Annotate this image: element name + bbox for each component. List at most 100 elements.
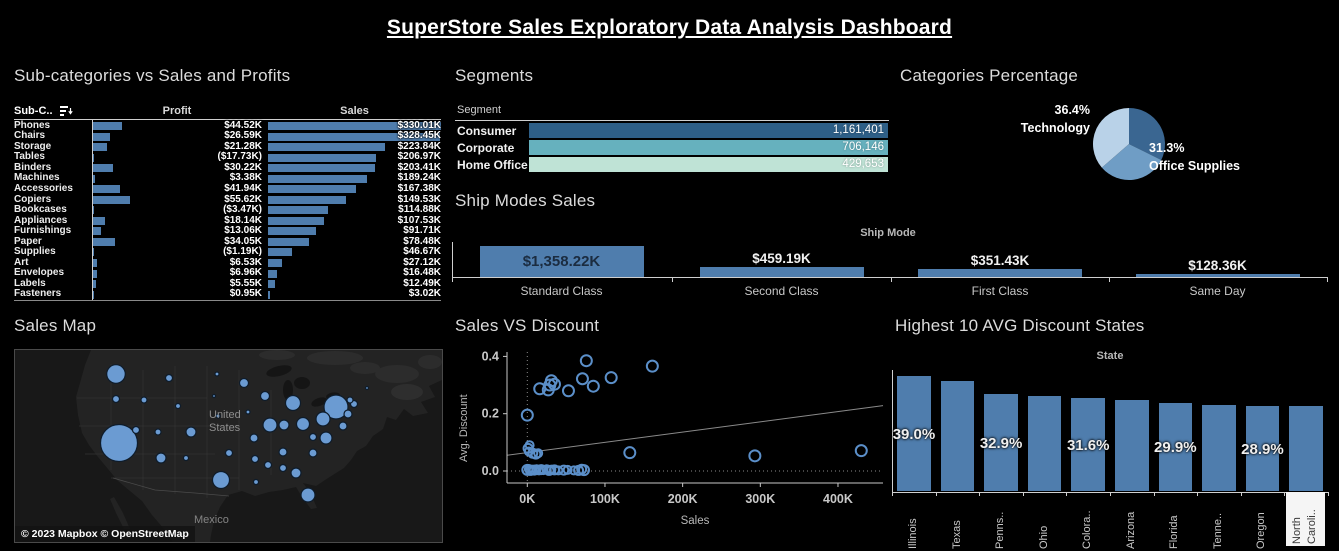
subcategory-row-label[interactable]: Storage: [14, 140, 52, 152]
shipmode-category-label[interactable]: Standard Class: [520, 283, 603, 298]
map-sales-bubble[interactable]: [215, 413, 221, 419]
sales-column-header[interactable]: Sales: [340, 105, 369, 117]
state-label[interactable]: Penns..: [994, 511, 1007, 549]
segment-row-label[interactable]: Home Office: [457, 157, 528, 172]
sales-bar[interactable]: [268, 164, 375, 173]
segment-bar[interactable]: [529, 139, 888, 155]
discount-bar[interactable]: [984, 393, 1018, 492]
sales-bar[interactable]: [268, 290, 270, 299]
sales-vs-discount-chart[interactable]: 0.0 0.2 0.4 0K 100K 200K 300K 400K: [448, 310, 1339, 551]
map-sales-bubble[interactable]: [323, 394, 349, 420]
subcategory-row-label[interactable]: Phones: [14, 119, 51, 131]
map-sales-bubble[interactable]: [154, 428, 162, 436]
pie-slice-office-supplies[interactable]: [1101, 144, 1162, 180]
segment-bar[interactable]: [529, 122, 888, 138]
scatter-point[interactable]: [544, 374, 558, 388]
scatter-point[interactable]: [854, 444, 868, 458]
map-sales-bubble[interactable]: [295, 416, 311, 432]
map-sales-bubble[interactable]: [245, 409, 251, 415]
map-sales-bubble[interactable]: [182, 454, 190, 462]
profit-bar[interactable]: [92, 195, 130, 204]
discount-bar[interactable]: [1202, 404, 1236, 492]
map-sales-bubble[interactable]: [319, 431, 333, 445]
profit-bar[interactable]: [92, 185, 121, 194]
subcategory-row-label[interactable]: Paper: [14, 235, 42, 247]
sales-bar[interactable]: [268, 153, 377, 162]
state-label[interactable]: Florida: [1168, 515, 1181, 549]
state-label[interactable]: Illinois: [906, 518, 919, 549]
sales-bar[interactable]: [268, 258, 283, 267]
subcategory-row-label[interactable]: Furnishings: [14, 225, 72, 237]
map-sales-bubble[interactable]: [364, 385, 370, 391]
shipmode-bar[interactable]: [918, 269, 1082, 278]
map-sales-bubble[interactable]: [290, 467, 302, 479]
scatter-point[interactable]: [645, 359, 659, 373]
profit-bar[interactable]: [92, 227, 102, 236]
map-attribution[interactable]: © 2023 Mapbox © OpenStreetMap: [15, 526, 195, 542]
subcategory-row-label[interactable]: Binders: [14, 161, 52, 173]
scatter-point[interactable]: [533, 448, 544, 459]
segment-row-label[interactable]: Consumer: [457, 123, 517, 138]
map-sales-bubble[interactable]: [164, 373, 174, 383]
map-sales-bubble[interactable]: [249, 433, 259, 443]
shipmode-category-label[interactable]: Same Day: [1189, 283, 1246, 298]
subcategory-row-label[interactable]: Labels: [14, 277, 46, 289]
discount-bar[interactable]: [1289, 406, 1323, 492]
scatter-point[interactable]: [586, 379, 600, 393]
discount-bar[interactable]: [940, 381, 975, 492]
map-sales-bubble[interactable]: [308, 432, 318, 442]
map-sales-bubble[interactable]: [111, 394, 121, 404]
map-sales-bubble[interactable]: [338, 421, 348, 431]
profit-bar[interactable]: [92, 290, 94, 299]
map-sales-bubble[interactable]: [346, 396, 354, 404]
shipmode-category-label[interactable]: First Class: [971, 283, 1029, 298]
profit-bar[interactable]: [92, 143, 107, 152]
map-sales-bubble[interactable]: [211, 470, 231, 490]
scatter-point[interactable]: [562, 464, 573, 475]
profit-bar[interactable]: [92, 174, 95, 183]
subcategory-row-label[interactable]: Supplies: [14, 246, 56, 258]
subcategory-column-header[interactable]: Sub-C..: [14, 105, 53, 117]
sales-bar[interactable]: [268, 143, 386, 152]
profit-bar[interactable]: [92, 153, 94, 162]
profit-bar[interactable]: [92, 164, 113, 173]
map-sales-bubble[interactable]: [284, 394, 302, 412]
discount-bar[interactable]: [897, 375, 931, 492]
scatter-point[interactable]: [558, 464, 570, 476]
sales-bar[interactable]: [268, 206, 329, 215]
subcategory-row-label[interactable]: Fasteners: [14, 288, 62, 300]
scatter-point[interactable]: [623, 446, 637, 460]
state-label[interactable]: Tenne..: [1211, 512, 1224, 549]
sales-bar[interactable]: [268, 227, 317, 236]
profit-bar[interactable]: [92, 248, 94, 257]
map-sales-bubble[interactable]: [278, 447, 288, 457]
map-sales-bubble[interactable]: [174, 402, 182, 410]
shipmode-bar[interactable]: [699, 266, 864, 278]
map-sales-bubble[interactable]: [99, 423, 139, 463]
map-sales-bubble[interactable]: [224, 448, 234, 458]
map-sales-bubble[interactable]: [259, 390, 271, 402]
map-sales-bubble[interactable]: [300, 487, 316, 503]
state-label[interactable]: Ohio: [1037, 525, 1050, 549]
map-sales-bubble[interactable]: [278, 419, 290, 431]
subcategory-row-label[interactable]: Accessories: [14, 182, 73, 194]
subcategory-row-label[interactable]: Envelopes: [14, 267, 65, 279]
discount-bar[interactable]: [1071, 397, 1105, 492]
profit-bar[interactable]: [92, 280, 97, 289]
profit-bar[interactable]: [92, 269, 98, 278]
sales-bar[interactable]: [268, 132, 441, 141]
discount-bar[interactable]: [1245, 405, 1280, 492]
sales-bar[interactable]: [268, 269, 277, 278]
scatter-point[interactable]: [575, 372, 589, 386]
state-label[interactable]: Arizona: [1124, 511, 1137, 549]
map-sales-bubble[interactable]: [252, 478, 260, 486]
discount-bar[interactable]: [1158, 402, 1193, 492]
map-sales-bubble[interactable]: [263, 460, 273, 470]
profit-bar[interactable]: [92, 122, 123, 131]
scatter-point[interactable]: [604, 371, 618, 385]
pie-slice-technology[interactable]: [1093, 108, 1129, 168]
subcategory-row-label[interactable]: Tables: [14, 151, 45, 163]
shipmode-bar[interactable]: [1135, 274, 1300, 278]
sales-bar[interactable]: [268, 195, 347, 204]
sales-bar[interactable]: [268, 185, 356, 194]
